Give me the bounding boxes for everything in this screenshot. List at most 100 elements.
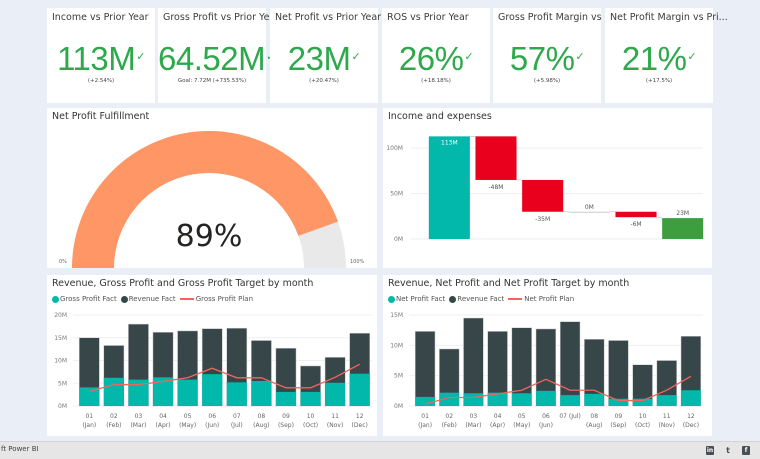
profit-fact-bar xyxy=(632,398,653,406)
x-tick-label: (Aug) xyxy=(586,422,602,429)
profit-fact-bar xyxy=(439,392,460,406)
kpi-value: 23M✓ xyxy=(270,42,378,75)
chart-legend: Gross Profit Fact Revenue Fact Gross Pro… xyxy=(52,295,253,303)
x-tick-label: 10 xyxy=(307,413,315,420)
legend-dot-icon xyxy=(449,295,457,303)
kpi-number: 23M xyxy=(287,40,351,77)
x-tick-label: (Oct) xyxy=(303,422,318,429)
legend-label: Gross Profit Fact xyxy=(60,295,117,303)
profit-fact-bar xyxy=(560,395,580,406)
y-tick-label: 20M xyxy=(54,312,67,319)
legend-item-revenue-fact[interactable]: Revenue Fact xyxy=(449,295,504,303)
profit-fact-bar xyxy=(681,390,701,406)
waterfall-bar xyxy=(662,218,704,239)
profit-fact-bar xyxy=(177,379,198,406)
profit-fact-bar xyxy=(103,377,124,406)
kpi-title: Net Profit Margin vs Pri... xyxy=(610,12,728,23)
x-tick-label: (Feb) xyxy=(106,422,121,429)
profit-fact-bar xyxy=(656,395,677,406)
waterfall-tile[interactable]: Income and expenses 0M 50M 100M 113M -48M -35… xyxy=(383,108,712,268)
data-label: -6M xyxy=(630,221,641,228)
x-tick-label: 12 xyxy=(687,413,695,420)
x-tick-label: 04 xyxy=(494,413,502,420)
plan-line xyxy=(89,363,361,393)
twitter-icon[interactable]: t xyxy=(726,446,730,455)
kpi-tile-net-profit[interactable]: Net Profit vs Prior Year 23M✓ (+20.47%) xyxy=(270,8,381,103)
kpi-tile-gross-margin[interactable]: Gross Profit Margin vs P... 57%✓ (+5.98%… xyxy=(493,8,618,103)
gauge-min-label: 0% xyxy=(59,259,67,265)
kpi-number: 26% xyxy=(398,40,464,77)
legend-item-gross-profit-plan[interactable]: Gross Profit Plan xyxy=(179,295,254,303)
kpi-number: 64.52M xyxy=(158,40,266,77)
net-profit-bar-chart: 0M 5M 10M 15M 01 (Jan) 02 (Feb) 03 (Mar) 04 (Apr) 05… xyxy=(390,312,703,429)
gross-profit-bar-chart: 0M 5M 10M 15M 20M 01 (Jan) 02 (Feb) 03 (Mar) 04 (Apr… xyxy=(54,312,372,429)
plan-line xyxy=(424,375,692,405)
profit-fact-bar xyxy=(584,393,605,406)
y-tick-label: 50M xyxy=(390,191,403,198)
x-tick-label: 01 xyxy=(85,413,93,420)
kpi-tile-net-margin[interactable]: Net Profit Margin vs Pri... 21%✓ (+17.5%… xyxy=(605,8,728,103)
kpi-tile-ros[interactable]: ROS vs Prior Year 26%✓ (+18.18%) xyxy=(382,8,490,103)
linkedin-icon[interactable]: in xyxy=(706,446,714,455)
profit-fact-bar xyxy=(275,391,297,406)
legend-dot-icon xyxy=(120,295,128,303)
profit-fact-bar xyxy=(251,380,272,406)
x-tick-label: 03 xyxy=(135,413,143,420)
kpi-tile-gross-profit[interactable]: Gross Profit vs Prior Year 64.52M✓ Goal:… xyxy=(158,8,279,103)
gauge-title: Net Profit Fulfillment xyxy=(52,111,150,122)
legend-item-revenue-fact[interactable]: Revenue Fact xyxy=(120,295,176,303)
kpi-tile-income[interactable]: Income vs Prior Year 113M✓ (+2.54%) xyxy=(47,8,155,103)
legend-label: Net Profit Fact xyxy=(396,295,446,303)
x-tick-label: 04 xyxy=(159,413,167,420)
check-icon: ✓ xyxy=(136,51,145,63)
data-label: -48M xyxy=(489,184,504,191)
profit-fact-bar xyxy=(128,379,149,406)
profit-fact-bar xyxy=(536,390,556,406)
x-tick-label: (Jan) xyxy=(418,422,432,429)
legend-label: Revenue Fact xyxy=(457,295,505,303)
profit-fact-bar xyxy=(79,387,100,406)
kpi-subtext: (+2.54%) xyxy=(87,78,115,84)
y-tick-label: 10M xyxy=(390,342,403,349)
legend-line-icon xyxy=(179,298,194,300)
kpi-number: 57% xyxy=(509,40,575,77)
x-tick-label: 09 xyxy=(615,413,623,420)
gauge-tile[interactable]: Net Profit Fulfillment 89% 0% 100% xyxy=(47,108,377,268)
x-tick-label: (Mar) xyxy=(465,422,481,429)
check-icon: ✓ xyxy=(575,51,585,63)
facebook-icon[interactable]: f xyxy=(742,446,750,455)
profit-fact-bar xyxy=(463,393,484,406)
x-tick-label: (Nov) xyxy=(327,422,343,429)
x-tick-label: (Jan) xyxy=(82,422,96,429)
gauge-fill xyxy=(72,130,338,268)
y-tick-label: 15M xyxy=(54,335,67,342)
legend-label: Net Profit Plan xyxy=(524,295,575,303)
legend-item-net-profit-plan[interactable]: Net Profit Plan xyxy=(508,295,574,303)
gross-profit-chart-tile[interactable]: Revenue, Gross Profit and Gross Profit T… xyxy=(47,275,377,436)
x-tick-label: (Sep) xyxy=(610,422,626,429)
x-tick-label: 02 xyxy=(110,413,118,420)
y-tick-label: 10M xyxy=(54,358,67,365)
x-tick-label: (May) xyxy=(513,422,530,429)
profit-fact-bar xyxy=(325,382,346,406)
profit-fact-bar xyxy=(152,377,174,406)
x-tick-label: 07 xyxy=(233,413,241,420)
profit-fact-bar xyxy=(487,392,508,406)
data-label: 0M xyxy=(585,204,594,211)
x-tick-label: 02 xyxy=(445,413,453,420)
legend-item-net-profit-fact[interactable]: Net Profit Fact xyxy=(388,295,445,303)
x-tick-label: 06 xyxy=(542,413,550,420)
profit-fact-bar xyxy=(511,393,532,406)
x-tick-label: 03 xyxy=(470,413,478,420)
x-tick-label: (Nov) xyxy=(659,422,675,429)
net-profit-chart-tile[interactable]: Revenue, Net Profit and Net Profit Targe… xyxy=(383,275,712,436)
x-tick-label: (Oct) xyxy=(635,422,650,429)
x-tick-label: (Feb) xyxy=(442,422,457,429)
legend-label: Gross Profit Plan xyxy=(195,295,254,303)
kpi-subtext: (+5.98%) xyxy=(533,78,561,84)
profit-fact-bar xyxy=(202,374,223,406)
legend-item-gross-profit-fact[interactable]: Gross Profit Fact xyxy=(52,295,117,303)
footer-brand-link[interactable]: ft Power BI xyxy=(1,445,39,453)
kpi-title: Gross Profit Margin vs P... xyxy=(498,12,618,23)
revenue-bar xyxy=(608,340,629,407)
